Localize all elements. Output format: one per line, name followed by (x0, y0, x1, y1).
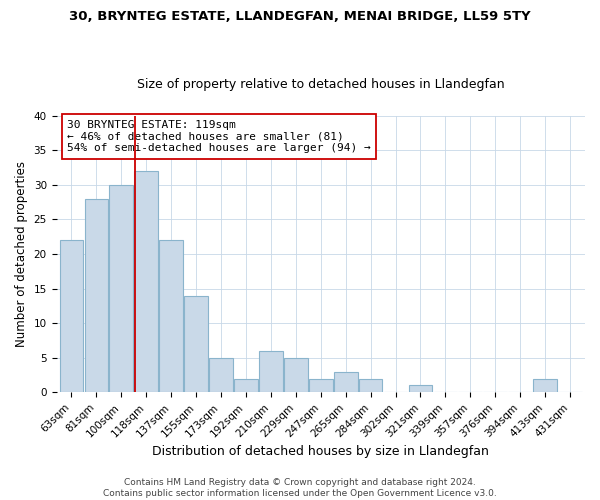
X-axis label: Distribution of detached houses by size in Llandegfan: Distribution of detached houses by size … (152, 444, 489, 458)
Bar (234, 378, 258, 392)
Bar (533, 378, 557, 392)
Bar (284, 358, 308, 392)
Bar (409, 386, 433, 392)
Bar (59, 240, 83, 392)
Bar (134, 171, 158, 392)
Bar (184, 296, 208, 392)
Bar (309, 378, 332, 392)
Bar (259, 351, 283, 393)
Bar (209, 358, 233, 392)
Bar (334, 372, 358, 392)
Text: 30 BRYNTEG ESTATE: 119sqm
← 46% of detached houses are smaller (81)
54% of semi-: 30 BRYNTEG ESTATE: 119sqm ← 46% of detac… (67, 120, 371, 153)
Bar (85, 199, 108, 392)
Text: Contains HM Land Registry data © Crown copyright and database right 2024.
Contai: Contains HM Land Registry data © Crown c… (103, 478, 497, 498)
Bar (359, 378, 382, 392)
Bar (109, 185, 133, 392)
Bar (160, 240, 183, 392)
Title: Size of property relative to detached houses in Llandegfan: Size of property relative to detached ho… (137, 78, 505, 91)
Y-axis label: Number of detached properties: Number of detached properties (15, 161, 28, 347)
Text: 30, BRYNTEG ESTATE, LLANDEGFAN, MENAI BRIDGE, LL59 5TY: 30, BRYNTEG ESTATE, LLANDEGFAN, MENAI BR… (69, 10, 531, 23)
